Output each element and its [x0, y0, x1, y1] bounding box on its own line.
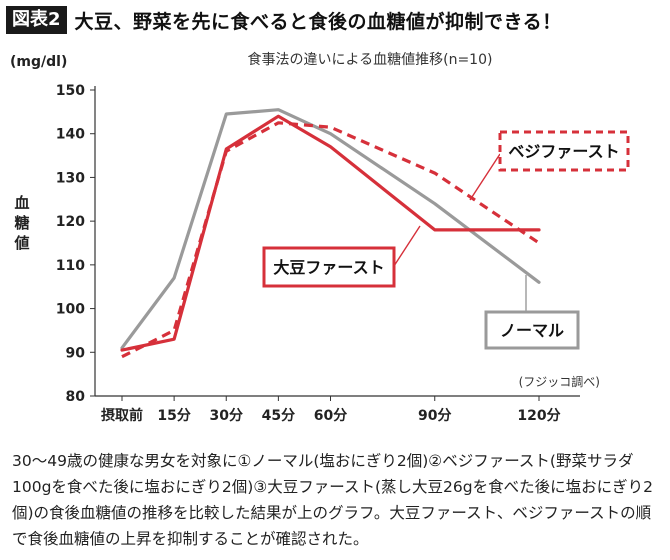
y-tick-label: 120 [56, 214, 85, 230]
series-line-0 [120, 108, 541, 350]
caption: 30〜49歳の健康な男女を対象に①ノーマル(塩おにぎり2個)②ベジファースト(野… [12, 452, 653, 548]
y-axis-label: 血糖値 [13, 194, 29, 252]
source-note: (フジッコ調べ) [519, 375, 600, 389]
legend-label-0: ノーマル [500, 321, 564, 340]
y-tick-label: 140 [56, 127, 85, 143]
y-tick-label: 90 [66, 345, 86, 361]
y-unit-label: (mg/dl) [10, 54, 67, 70]
x-tick-label: 120分 [517, 408, 560, 424]
legend-box-1 [498, 130, 630, 172]
y-tick-label: 110 [56, 258, 85, 274]
y-tick-label: 130 [56, 170, 85, 186]
headline: 大豆、野菜を先に食べると食後の血糖値が抑制できる！ [74, 10, 562, 33]
y-tick-label: 100 [56, 302, 85, 318]
legend-box-2 [262, 246, 396, 288]
x-tick-label: 60分 [314, 408, 347, 424]
legend-box-0 [484, 310, 580, 350]
legend-label-2: 大豆ファースト [273, 258, 384, 277]
x-tick-label: 15分 [157, 408, 190, 424]
x-tick-label: 30分 [210, 408, 243, 424]
header: 図表2 大豆、野菜を先に食べると食後の血糖値が抑制できる！ [6, 6, 562, 34]
chart-title: 食事法の違いによる血糖値推移(n=10) [248, 51, 493, 68]
series-line-1 [121, 121, 540, 359]
x-tick-label: 90分 [418, 408, 451, 424]
figure-tag: 図表2 [6, 6, 67, 34]
line-chart: 食事法の違いによる血糖値推移(n=10) (mg/dl) 血糖値 80 90 100 110… [10, 51, 630, 424]
legend-label-1: ベジファースト [508, 142, 619, 161]
callout-leader-1 [469, 153, 501, 201]
x-tick-label: 45分 [262, 408, 295, 424]
series-line-2 [120, 114, 541, 352]
y-tick-label: 150 [56, 83, 85, 99]
x-tick-label: 摂取前 [101, 407, 143, 424]
callout-leader-2 [393, 225, 421, 267]
y-tick-label: 80 [66, 389, 86, 405]
